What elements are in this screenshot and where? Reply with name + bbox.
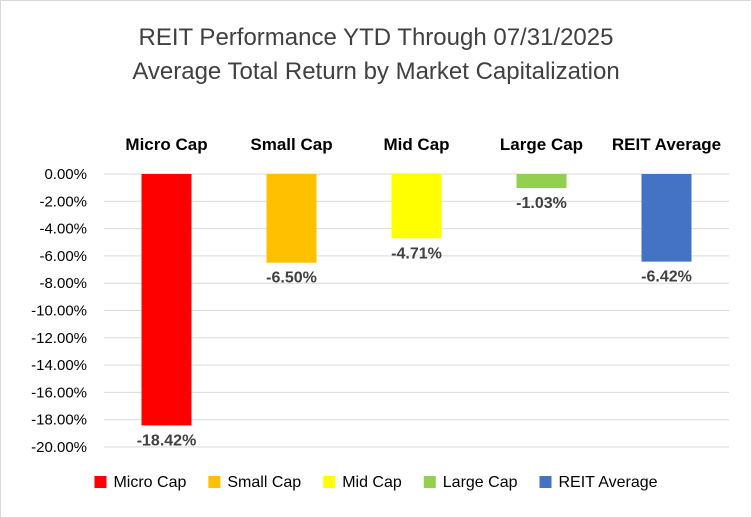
data-label: -6.42% [641, 269, 692, 286]
y-tick-label: 0.00% [44, 166, 87, 183]
gridlines [104, 173, 729, 448]
data-label: -6.50% [266, 270, 317, 287]
legend-entry: Small Cap [227, 474, 301, 491]
legend: Micro Cap Small Cap Mid Cap Large Cap REIT A… [94, 474, 658, 491]
data-label: -4.71% [391, 245, 442, 262]
legend-swatch [323, 476, 336, 488]
legend-swatch [208, 476, 221, 488]
bar [391, 174, 442, 239]
bar [641, 174, 692, 262]
chart-title-line-1: REIT Performance YTD Through 07/31/2025 [139, 24, 614, 51]
legend-entry: Micro Cap [113, 474, 186, 491]
bar [141, 174, 192, 426]
legend-entry: Large Cap [443, 474, 518, 491]
y-axis-ticks: 0.00% -2.00% -4.00% -6.00% -8.00% -10.00% -12.… [31, 166, 87, 456]
legend-swatch [539, 476, 552, 488]
y-tick-label: -18.00% [31, 412, 87, 429]
data-label: -18.42% [137, 432, 197, 449]
data-label: -1.03% [516, 195, 567, 212]
y-tick-label: -2.00% [39, 193, 87, 210]
category-label: Large Cap [500, 135, 583, 154]
data-labels: -18.42% -6.50% -4.71% -1.03% -6.42% [137, 195, 692, 449]
legend-entry: REIT Average [558, 474, 657, 491]
bar [266, 174, 317, 263]
y-tick-label: -8.00% [39, 275, 87, 292]
y-tick-label: -16.00% [31, 384, 87, 401]
legend-entry: Mid Cap [342, 474, 402, 491]
y-tick-label: -14.00% [31, 357, 87, 374]
y-tick-label: -4.00% [39, 221, 87, 238]
legend-swatch [94, 476, 107, 488]
category-label: Mid Cap [383, 135, 449, 154]
chart-title-line-2: Average Total Return by Market Capitaliz… [132, 58, 619, 85]
category-label: Micro Cap [125, 135, 207, 154]
bars [141, 174, 692, 426]
y-tick-label: -6.00% [39, 248, 87, 265]
bar [516, 174, 567, 189]
category-label: Small Cap [250, 135, 332, 154]
y-tick-label: -20.00% [31, 439, 87, 456]
y-tick-label: -12.00% [31, 330, 87, 347]
category-label: REIT Average [612, 135, 721, 154]
legend-swatch [423, 476, 436, 488]
category-labels: Micro Cap Small Cap Mid Cap Large Cap REIT A… [125, 135, 721, 154]
y-tick-label: -10.00% [31, 303, 87, 320]
